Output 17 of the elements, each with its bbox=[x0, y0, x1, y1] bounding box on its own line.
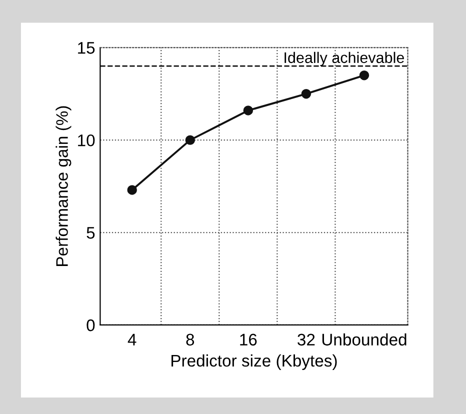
ref-line-label: Ideally achievable bbox=[284, 52, 404, 66]
x-axis-title: Predictor size (Kbytes) bbox=[172, 354, 337, 370]
y-tick-label: 0 bbox=[86, 319, 95, 332]
point bbox=[359, 70, 370, 80]
x-tick-label: 16 bbox=[240, 334, 257, 346]
x-tick-label: Unbounded bbox=[322, 333, 406, 346]
point bbox=[301, 88, 312, 99]
y-tick-label: 15 bbox=[78, 42, 95, 54]
y-tick-label: 10 bbox=[78, 134, 95, 146]
y-tick-label: 5 bbox=[86, 227, 95, 239]
x-tick-label: 8 bbox=[186, 334, 194, 346]
x-tick-label: 32 bbox=[298, 334, 315, 346]
point bbox=[185, 135, 195, 145]
x-tick-label: 4 bbox=[128, 334, 136, 346]
y-axis-title: Performance gain (%) bbox=[56, 106, 72, 266]
point bbox=[127, 185, 137, 195]
point bbox=[243, 106, 254, 116]
